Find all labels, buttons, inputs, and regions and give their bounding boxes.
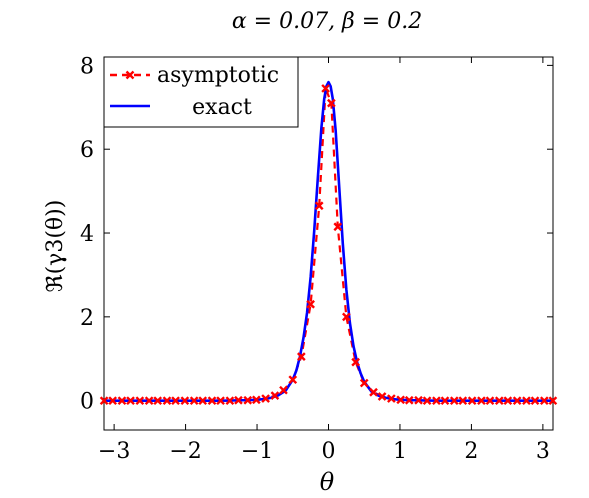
data-point-asymptotic <box>522 396 531 406</box>
data-point-asymptotic <box>422 396 432 406</box>
data-point-asymptotic <box>234 395 243 405</box>
x-tick-label: 1 <box>393 439 407 464</box>
data-point-asymptotic <box>153 396 163 406</box>
series-line-asymptotic <box>104 88 553 402</box>
data-point-asymptotic <box>377 392 387 401</box>
data-point-asymptotic <box>180 396 190 406</box>
data-point-asymptotic <box>216 396 225 406</box>
x-tick-label: 0 <box>322 439 336 464</box>
y-tick-label: 0 <box>80 390 94 415</box>
data-point-asymptotic <box>351 357 361 367</box>
data-point-asymptotic <box>467 396 477 406</box>
x-tick-label: −1 <box>241 439 273 464</box>
data-point-asymptotic <box>321 84 330 93</box>
data-point-asymptotic <box>314 201 324 211</box>
data-point-asymptotic <box>207 396 217 406</box>
chart-title: α = 0.07, β = 0.2 <box>232 9 422 34</box>
data-point-asymptotic <box>296 352 306 362</box>
data-point-asymptotic <box>477 396 486 406</box>
data-point-asymptotic <box>243 395 253 405</box>
data-point-asymptotic <box>135 396 145 406</box>
series-layer <box>99 80 558 406</box>
data-point-asymptotic <box>440 396 450 406</box>
data-point-asymptotic <box>327 98 336 108</box>
data-point-asymptotic <box>485 396 495 406</box>
data-point-asymptotic <box>359 378 369 388</box>
data-point-asymptotic <box>342 312 351 322</box>
y-tick-label: 6 <box>80 138 94 163</box>
x-tick-label: −3 <box>98 439 130 464</box>
data-point-asymptotic <box>126 396 135 406</box>
data-point-asymptotic <box>251 395 261 405</box>
y-axis-label: ℜ(γ3(θ)) <box>43 200 68 293</box>
data-point-asymptotic <box>144 396 154 406</box>
legend-box <box>103 56 299 128</box>
legend-label-asymptotic: asymptotic <box>157 63 279 88</box>
data-point-asymptotic <box>198 396 208 406</box>
data-point-asymptotic <box>270 391 280 400</box>
data-point-asymptotic <box>261 394 270 403</box>
data-point-asymptotic <box>288 375 298 385</box>
data-point-asymptotic <box>404 395 414 405</box>
x-tick-label: 3 <box>536 439 550 464</box>
series-line-exact <box>104 80 553 402</box>
data-point-asymptotic <box>548 396 558 406</box>
data-point-asymptotic <box>279 385 288 395</box>
y-tick-label: 2 <box>80 306 94 331</box>
legend: asymptotic exact <box>103 56 299 128</box>
data-point-asymptotic <box>306 299 315 309</box>
data-point-asymptotic <box>387 394 396 403</box>
x-axis-label: θ <box>320 468 335 496</box>
x-tick-label: 2 <box>464 439 478 464</box>
data-point-asymptotic <box>162 396 172 406</box>
data-point-asymptotic <box>530 396 540 406</box>
data-point-asymptotic <box>414 395 423 405</box>
y-axis-ticks: 0 2 4 6 8 <box>80 54 553 415</box>
legend-marker-asymptotic <box>125 70 135 80</box>
data-point-asymptotic <box>117 396 127 406</box>
data-point-asymptotic <box>189 396 199 406</box>
data-point-asymptotic <box>225 396 235 406</box>
data-point-asymptotic <box>108 396 118 406</box>
y-tick-label: 8 <box>80 54 94 79</box>
data-point-asymptotic <box>539 396 549 406</box>
x-tick-label: −2 <box>169 439 201 464</box>
data-point-asymptotic <box>449 396 459 406</box>
data-point-asymptotic <box>171 396 180 406</box>
data-point-asymptotic <box>458 396 468 406</box>
data-point-asymptotic <box>369 387 378 397</box>
legend-label-exact: exact <box>192 95 252 120</box>
data-point-asymptotic <box>396 395 406 405</box>
data-point-asymptotic <box>99 396 109 406</box>
legend-marker-cross <box>125 70 135 80</box>
y-tick-label: 4 <box>80 222 94 247</box>
data-point-asymptotic <box>512 396 522 406</box>
x-axis-ticks: −3 −2 −1 0 1 2 3 <box>98 57 550 464</box>
data-point-asymptotic <box>432 396 441 406</box>
data-point-asymptotic <box>494 396 504 406</box>
data-point-asymptotic <box>503 396 513 406</box>
data-point-asymptotic <box>333 222 343 232</box>
